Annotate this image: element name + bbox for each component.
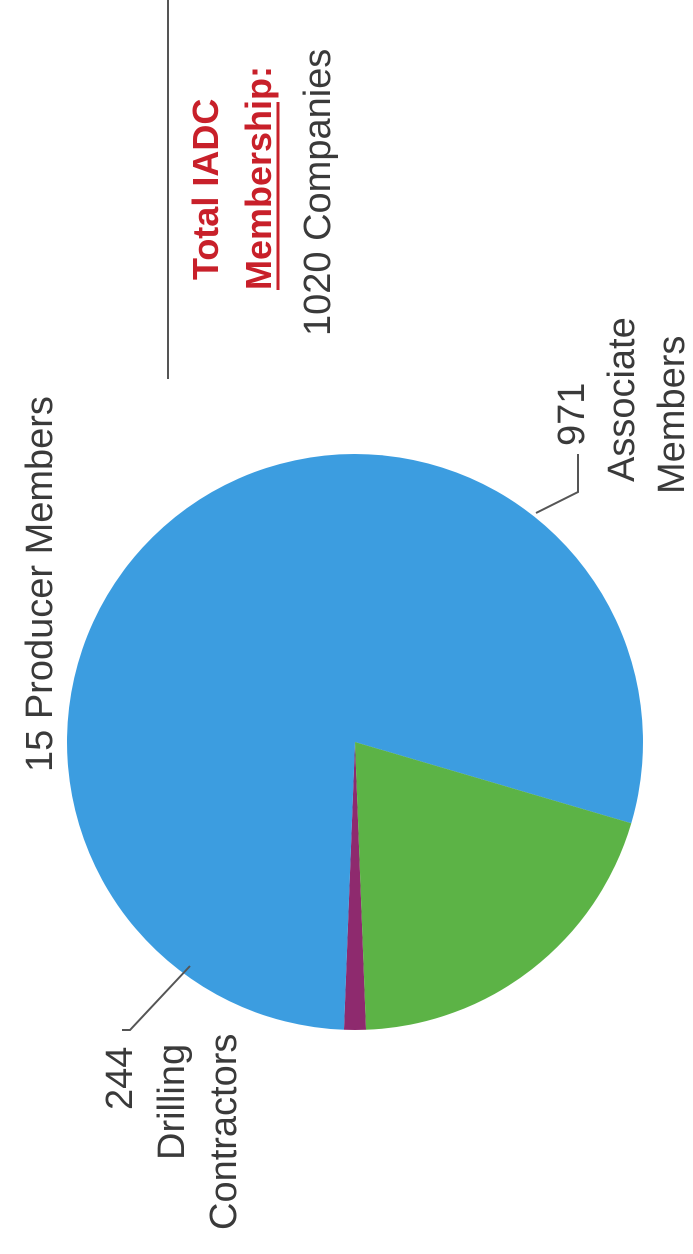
title-line-2: Membership: (238, 66, 279, 290)
label-associate-line3: Members (651, 336, 693, 494)
title-line-1: Total IADC (185, 99, 226, 280)
slice-associate (67, 454, 643, 1030)
label-drilling-value: 244 (99, 1047, 141, 1110)
label-drilling-line3: Contractors (203, 1034, 245, 1230)
drilling-leader-line (122, 965, 191, 1031)
label-drilling-line2: Drilling (151, 1044, 193, 1160)
slice-drilling (355, 742, 632, 1030)
label-associate-value: 971 (551, 383, 593, 446)
associate-leader-line (535, 454, 579, 514)
slice-producer (343, 742, 367, 1031)
pie-slices (67, 454, 643, 1031)
label-associate-line2: Associate (601, 317, 643, 482)
label-producer: 15 Producer Members (19, 396, 61, 772)
subtitle: 1020 Companies (297, 49, 339, 336)
rotated-figure: Total IADC Membership: 1020 Companies 97… (19, 0, 693, 1230)
